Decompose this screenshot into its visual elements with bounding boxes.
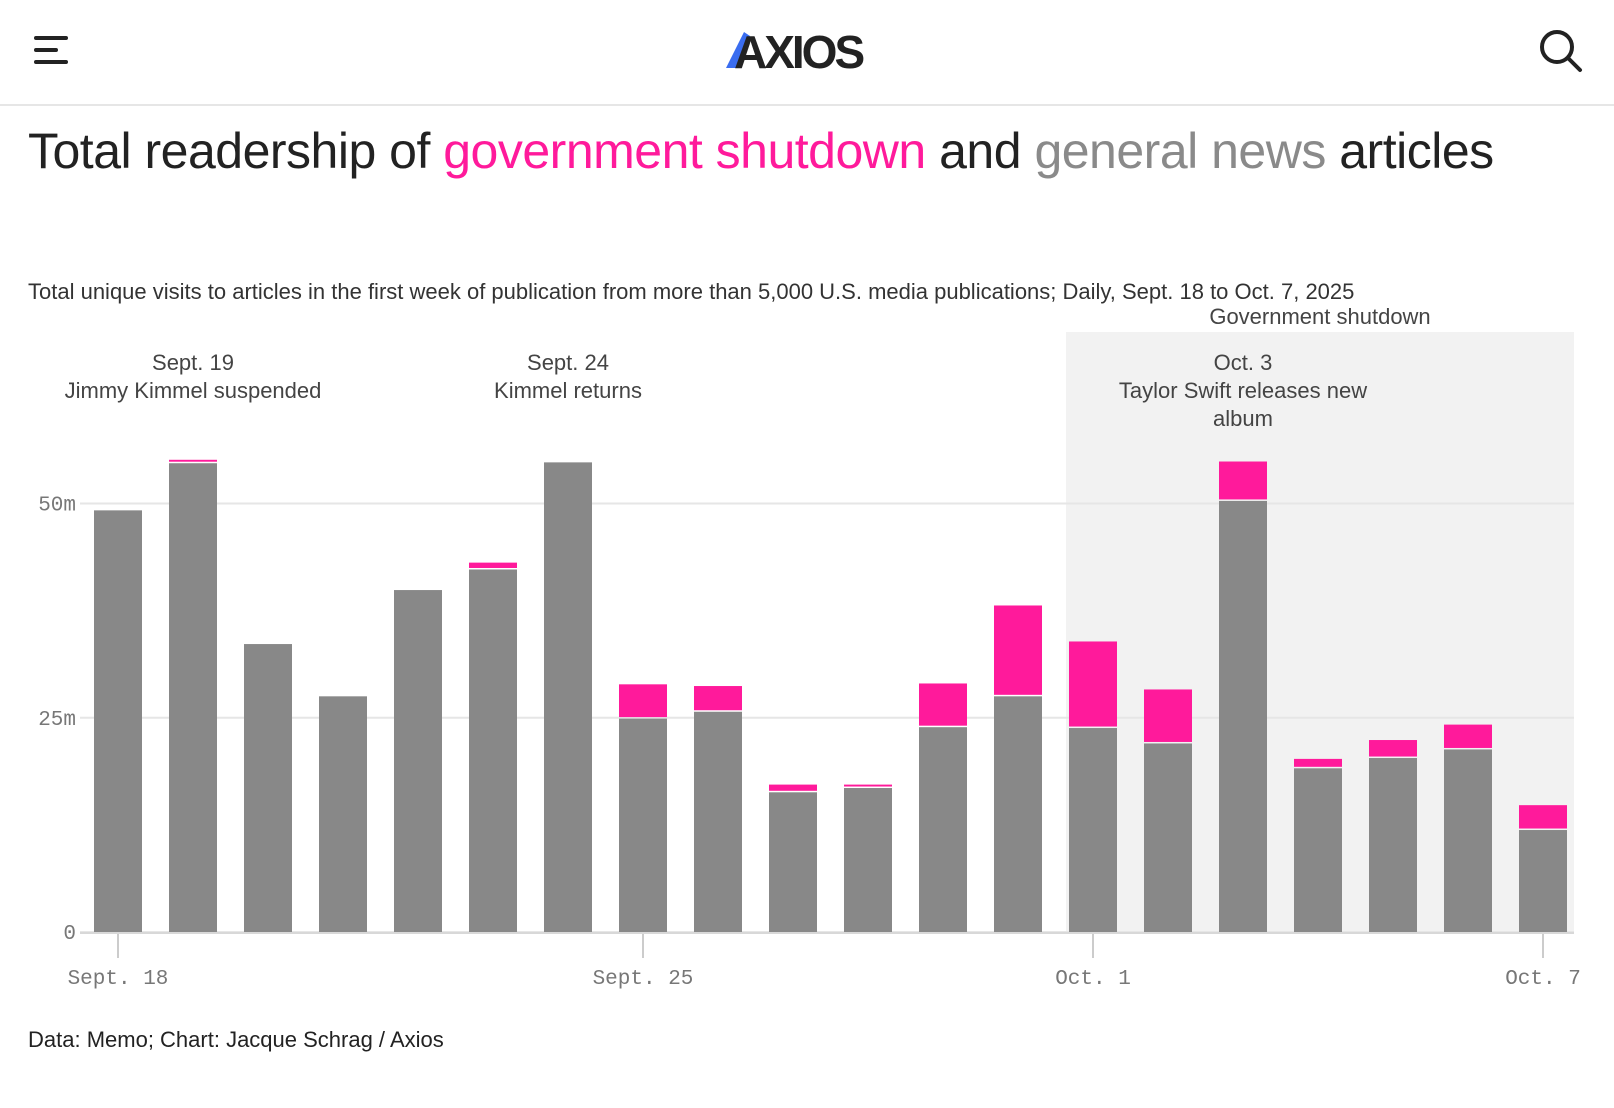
bar-general-news	[919, 727, 967, 932]
bar-general-news	[319, 696, 367, 932]
shaded-region-label: Government shutdown	[1209, 304, 1430, 329]
event-annotation-line: Sept. 19	[152, 350, 234, 375]
title-highlight-shutdown: government shutdown	[443, 123, 926, 179]
bar-government-shutdown	[1144, 689, 1192, 742]
title-highlight-general: general news	[1034, 123, 1326, 179]
bar-general-news	[169, 463, 217, 932]
bar-general-news	[544, 462, 592, 932]
x-tick-label: Sept. 25	[593, 968, 694, 991]
logo-text: AXIOS	[734, 26, 863, 76]
chart-title: Total readership of government shutdown …	[28, 118, 1548, 184]
bar-government-shutdown	[844, 784, 892, 787]
y-tick-label: 0	[63, 923, 76, 946]
event-annotation-line: Sept. 24	[527, 350, 609, 375]
bar-government-shutdown	[919, 683, 967, 726]
stacked-bar-chart: Government shutdown 0 25m 50m Sept. 18 Sept. …	[38, 304, 1581, 991]
bar-general-news	[244, 644, 292, 932]
x-tick-label: Sept. 18	[68, 968, 169, 991]
search-icon[interactable]	[1536, 26, 1586, 76]
event-annotation: Oct. 3 Taylor Swift releases new album	[1119, 350, 1367, 431]
bar-government-shutdown	[619, 684, 667, 718]
event-annotation-line: Kimmel returns	[494, 378, 642, 403]
bar-general-news	[619, 718, 667, 932]
bar-general-news	[94, 510, 142, 932]
y-tick-label: 50m	[38, 495, 76, 518]
bar-government-shutdown	[1219, 461, 1267, 500]
y-tick-label: 25m	[38, 709, 76, 732]
bar-general-news	[1069, 728, 1117, 932]
title-part1: Total readership of	[28, 123, 444, 179]
event-annotation-line: Jimmy Kimmel suspended	[65, 378, 322, 403]
event-annotation-line: Taylor Swift releases new	[1119, 378, 1367, 403]
bar-general-news	[1144, 743, 1192, 932]
hamburger-menu-icon[interactable]	[30, 30, 74, 70]
axios-logo[interactable]: AXIOS	[726, 22, 886, 76]
bar-general-news	[844, 788, 892, 932]
logo-accent-mark	[726, 32, 750, 68]
bar-general-news	[694, 711, 742, 932]
bar-general-news	[994, 696, 1042, 932]
x-tick-label: Oct. 1	[1055, 968, 1131, 991]
bar-government-shutdown	[169, 459, 217, 462]
bar-government-shutdown	[1294, 758, 1342, 767]
bar-general-news	[1519, 830, 1567, 932]
bar-general-news	[1294, 768, 1342, 932]
top-nav-bar: AXIOS	[0, 0, 1614, 106]
chart-subtitle: Total unique visits to articles in the f…	[28, 279, 1355, 304]
bar-government-shutdown	[1519, 805, 1567, 829]
bar-general-news	[769, 792, 817, 932]
event-annotation: Sept. 24 Kimmel returns	[494, 350, 642, 403]
bar-general-news	[469, 569, 517, 932]
event-annotation-line: album	[1213, 406, 1273, 431]
title-part2: and	[925, 123, 1035, 179]
bar-general-news	[1219, 500, 1267, 932]
bar-government-shutdown	[994, 605, 1042, 695]
bar-government-shutdown	[1369, 740, 1417, 757]
bar-government-shutdown	[469, 562, 517, 568]
bar-government-shutdown	[769, 784, 817, 791]
event-annotation: Sept. 19 Jimmy Kimmel suspended	[65, 350, 322, 403]
bar-general-news	[1444, 749, 1492, 932]
bar-government-shutdown	[694, 686, 742, 711]
title-part3: articles	[1325, 123, 1494, 179]
bar-general-news	[1369, 758, 1417, 932]
source-credit: Data: Memo; Chart: Jacque Schrag / Axios	[28, 1027, 444, 1052]
bar-government-shutdown	[1444, 724, 1492, 748]
x-tick-label: Oct. 7	[1505, 968, 1581, 991]
event-annotation-line: Oct. 3	[1214, 350, 1273, 375]
bar-government-shutdown	[1069, 641, 1117, 727]
bar-general-news	[394, 590, 442, 932]
